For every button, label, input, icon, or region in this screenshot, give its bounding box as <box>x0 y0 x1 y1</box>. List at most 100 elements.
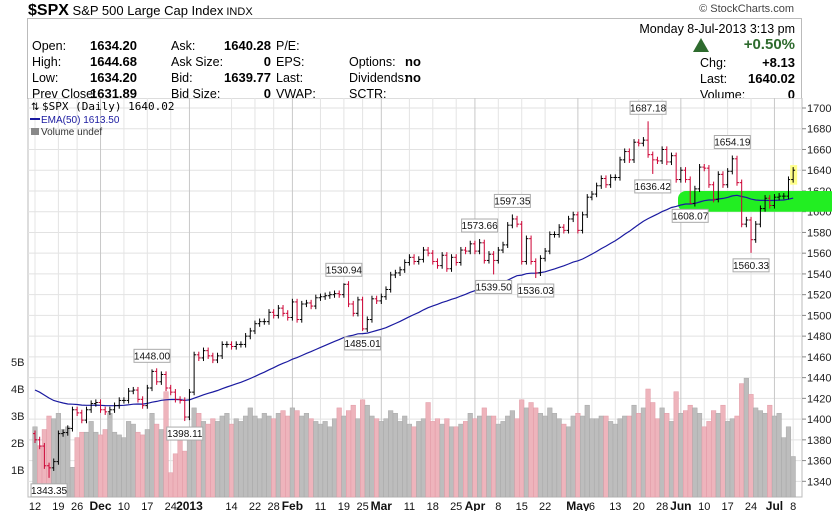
volume-bar <box>79 431 85 498</box>
price-bar <box>426 246 431 257</box>
x-tick-label: 6 <box>589 501 595 511</box>
volume-bar <box>711 410 717 498</box>
price-bar <box>669 152 674 166</box>
volume-bar <box>785 426 792 498</box>
volume-bar <box>247 407 253 498</box>
price-bar <box>93 399 98 407</box>
price-bar <box>388 271 393 293</box>
price-bar <box>238 341 243 348</box>
volume-bar <box>88 421 94 498</box>
price-bar <box>618 156 622 181</box>
legend-ema: EMA(50) 1613.50 <box>41 115 120 126</box>
volume-tick-label: 4B <box>11 384 24 396</box>
volume-bar <box>210 418 216 498</box>
price-bar <box>678 167 683 183</box>
price-bar <box>290 298 295 321</box>
volume-bar <box>275 413 281 498</box>
open-label: Open: <box>32 39 67 53</box>
price-bar <box>61 429 66 437</box>
volume-bar <box>771 415 777 498</box>
price-bar <box>295 298 300 323</box>
x-tick-label: May <box>566 499 590 511</box>
volume-bar <box>537 413 543 498</box>
volume-bar <box>271 418 277 498</box>
volume-bar <box>406 423 412 498</box>
price-bar <box>365 316 370 332</box>
volume-bar <box>528 402 534 498</box>
volume-bar <box>720 404 726 498</box>
price-bar <box>482 239 487 264</box>
price-bar <box>112 402 117 413</box>
price-bar <box>599 175 604 189</box>
volume-bar <box>715 413 721 498</box>
volume-bar <box>252 415 258 498</box>
x-tick-label: 28 <box>268 501 280 511</box>
price-chart[interactable]: 1340136013801400142014401460148015001520… <box>0 98 832 511</box>
volume-bar <box>397 421 403 498</box>
price-bar <box>84 406 89 424</box>
volume-bar <box>491 415 497 498</box>
volume-bar <box>542 415 548 498</box>
chart-title: $SPX S&P 500 Large Cap Index INDX <box>28 2 253 20</box>
price-bar <box>444 252 449 272</box>
price-bar <box>346 281 351 308</box>
volume-bar <box>383 418 389 498</box>
annotation-label: 1343.35 <box>31 486 68 497</box>
price-bar <box>613 174 618 181</box>
price-bar <box>454 254 459 266</box>
volume-tick-label: 2B <box>11 438 24 450</box>
highlight-band <box>678 190 832 212</box>
price-bar <box>257 318 262 327</box>
legend: ⇅ $SPX (Daily) 1640.02 EMA(50) 1613.50Volu… <box>30 100 174 138</box>
volume-bar <box>692 407 698 498</box>
volume-bar <box>392 413 398 498</box>
volume-bar <box>650 402 656 498</box>
price-bar <box>374 295 379 304</box>
volume-bar <box>547 407 553 498</box>
volume-bar <box>341 415 347 498</box>
price-bar <box>730 155 735 175</box>
annotation-box <box>671 208 709 223</box>
price-bar <box>524 235 529 265</box>
volume-bar <box>331 418 338 498</box>
price-bar <box>725 168 730 188</box>
price-bar <box>711 181 716 203</box>
volume-bar <box>430 421 436 498</box>
volume-bar <box>388 410 394 498</box>
volume-bar <box>565 426 572 498</box>
price-bar <box>384 286 388 300</box>
volume-bar <box>762 413 768 498</box>
price-bar <box>430 250 435 265</box>
price-bar <box>571 211 576 223</box>
volume-bar <box>411 426 417 498</box>
price-bar <box>140 396 145 409</box>
exchange: INDX <box>226 6 253 18</box>
price-bar <box>33 430 37 443</box>
index-name: S&P 500 Large Cap Index <box>72 3 224 18</box>
price-bar <box>196 351 201 362</box>
x-tick-label: Apr <box>465 499 486 511</box>
volume-bar <box>261 413 267 498</box>
copyright[interactable]: © StockCharts.com <box>699 3 794 15</box>
price-bar <box>753 221 758 243</box>
chg-value: +8.13 <box>762 55 795 70</box>
price-bar <box>150 369 154 392</box>
volume-bar <box>303 413 309 498</box>
annotation-box <box>517 283 555 298</box>
volume-bar <box>584 404 590 498</box>
volume-bar <box>682 410 689 498</box>
price-bar <box>182 397 187 422</box>
price-bar <box>594 182 599 198</box>
volume-bar <box>285 415 291 498</box>
price-bar <box>641 137 646 147</box>
chg-label: Chg: <box>700 56 727 70</box>
volume-bar <box>556 418 562 498</box>
volume-bar <box>327 426 333 498</box>
price-bar <box>763 195 768 212</box>
price-bar <box>566 215 571 234</box>
volume-bar <box>575 413 581 498</box>
x-tick-label: 20 <box>633 501 645 511</box>
volume-bar <box>659 407 665 498</box>
volume-bar <box>219 415 225 498</box>
volume-bar <box>673 391 679 498</box>
